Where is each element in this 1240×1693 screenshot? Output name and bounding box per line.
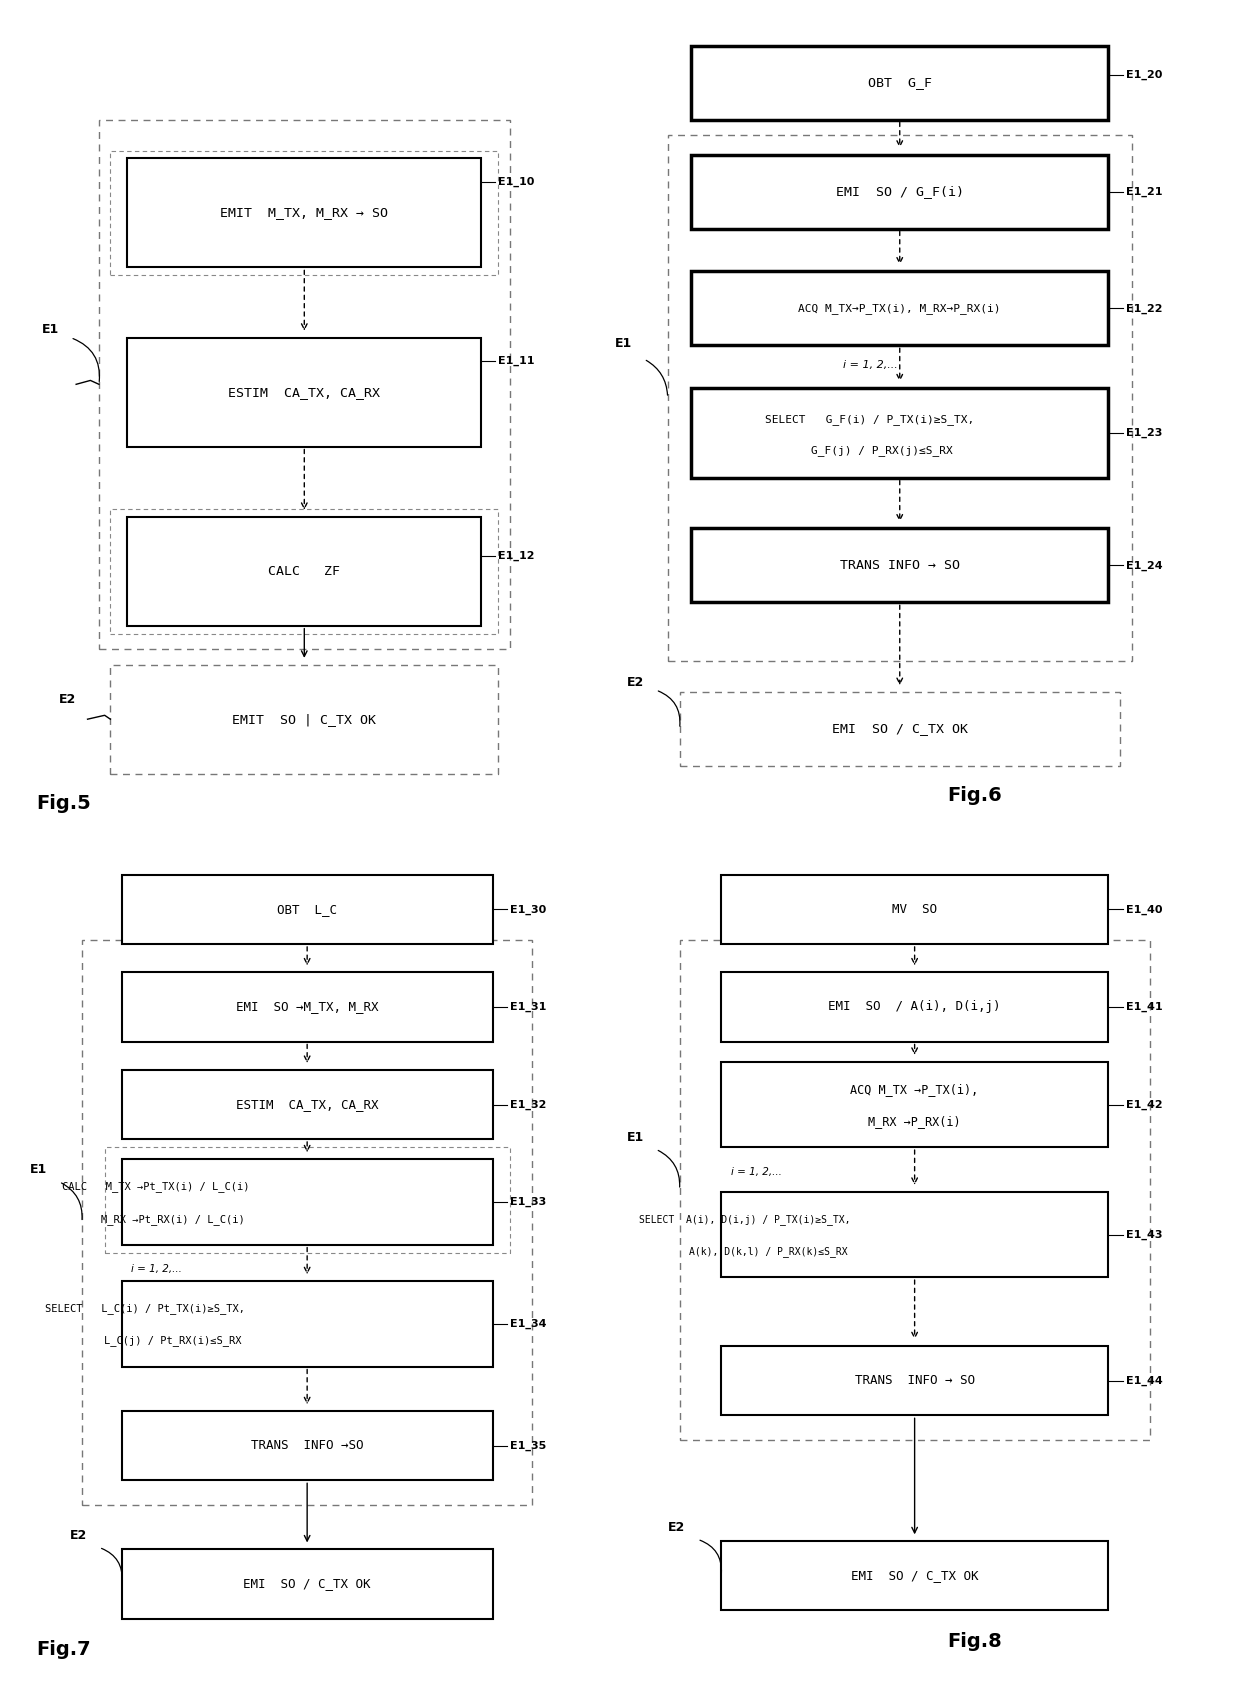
- Text: E1: E1: [626, 1131, 644, 1143]
- Text: E2: E2: [58, 692, 76, 706]
- Text: L_C(j) / Pt_RX(i)≤S_RX: L_C(j) / Pt_RX(i)≤S_RX: [104, 1336, 242, 1346]
- Bar: [110, 510, 498, 633]
- Text: Fig.8: Fig.8: [947, 1632, 1002, 1651]
- Text: E2: E2: [626, 676, 644, 689]
- Text: OBT  G_F: OBT G_F: [868, 76, 931, 90]
- Text: M_RX →Pt_RX(i) / L_C(i): M_RX →Pt_RX(i) / L_C(i): [102, 1214, 246, 1224]
- Text: E1_44: E1_44: [1126, 1376, 1163, 1387]
- Bar: [122, 1160, 492, 1244]
- Text: EMI  SO  / A(i), D(i,j): EMI SO / A(i), D(i,j): [828, 1001, 1001, 1014]
- Bar: [122, 875, 492, 945]
- Text: Fig.5: Fig.5: [36, 794, 91, 813]
- Bar: [722, 1541, 1109, 1610]
- Bar: [667, 135, 1132, 660]
- Text: E1: E1: [42, 323, 60, 337]
- Text: E2: E2: [668, 1520, 686, 1534]
- Text: i = 1, 2,...: i = 1, 2,...: [130, 1265, 181, 1275]
- Bar: [692, 271, 1109, 345]
- Text: EMI  SO / C_TX OK: EMI SO / C_TX OK: [851, 1569, 978, 1583]
- Text: E1_34: E1_34: [510, 1319, 546, 1329]
- Bar: [110, 151, 498, 276]
- Text: E1_31: E1_31: [510, 1002, 546, 1012]
- Text: E1_24: E1_24: [1126, 560, 1163, 571]
- Bar: [110, 665, 498, 774]
- Text: TRANS  INFO →SO: TRANS INFO →SO: [250, 1439, 363, 1453]
- Text: M_RX →P_RX(i): M_RX →P_RX(i): [868, 1116, 961, 1128]
- Text: EMI  SO →M_TX, M_RX: EMI SO →M_TX, M_RX: [236, 1001, 378, 1014]
- Text: SELECT   G_F(i) / P_TX(i)≥S_TX,: SELECT G_F(i) / P_TX(i)≥S_TX,: [765, 415, 975, 425]
- Text: E1_30: E1_30: [510, 904, 546, 914]
- Text: TRANS  INFO → SO: TRANS INFO → SO: [854, 1375, 975, 1387]
- Text: CALC   ZF: CALC ZF: [268, 565, 340, 577]
- Text: SELECT   L_C(i) / Pt_TX(i)≥S_TX,: SELECT L_C(i) / Pt_TX(i)≥S_TX,: [45, 1304, 244, 1314]
- Text: ESTIM  CA_TX, CA_RX: ESTIM CA_TX, CA_RX: [236, 1099, 378, 1111]
- Text: Fig.7: Fig.7: [36, 1641, 91, 1659]
- Bar: [122, 1070, 492, 1139]
- Text: EMI  SO / C_TX OK: EMI SO / C_TX OK: [243, 1578, 371, 1590]
- Bar: [722, 1062, 1109, 1148]
- Text: ACQ M_TX →P_TX(i),: ACQ M_TX →P_TX(i),: [851, 1082, 978, 1095]
- Bar: [128, 159, 481, 267]
- Text: E1_40: E1_40: [1126, 904, 1162, 914]
- Bar: [122, 1282, 492, 1366]
- Text: E1_22: E1_22: [1126, 303, 1162, 313]
- Text: E1_41: E1_41: [1126, 1002, 1163, 1012]
- Bar: [99, 120, 510, 648]
- Text: E1_43: E1_43: [1126, 1229, 1162, 1239]
- Text: E1_11: E1_11: [498, 356, 534, 366]
- Text: EMIT  M_TX, M_RX → SO: EMIT M_TX, M_RX → SO: [221, 207, 388, 220]
- Text: MV  SO: MV SO: [892, 902, 937, 916]
- Bar: [722, 972, 1109, 1041]
- Text: E1_32: E1_32: [510, 1099, 546, 1109]
- Text: E1: E1: [30, 1163, 47, 1177]
- Text: ESTIM  CA_TX, CA_RX: ESTIM CA_TX, CA_RX: [228, 386, 381, 398]
- Bar: [122, 972, 492, 1041]
- Bar: [722, 1346, 1109, 1415]
- Text: OBT  L_C: OBT L_C: [278, 902, 337, 916]
- Text: E1_21: E1_21: [1126, 186, 1162, 196]
- Text: E2: E2: [71, 1529, 88, 1542]
- Bar: [122, 1412, 492, 1480]
- Bar: [692, 528, 1109, 603]
- Bar: [104, 1148, 510, 1253]
- Text: EMIT  SO | C_TX OK: EMIT SO | C_TX OK: [232, 713, 376, 726]
- Text: E1_33: E1_33: [510, 1197, 546, 1207]
- Bar: [722, 875, 1109, 945]
- Text: Fig.6: Fig.6: [947, 786, 1002, 804]
- Text: i = 1, 2,...: i = 1, 2,...: [732, 1166, 782, 1177]
- Text: E1_42: E1_42: [1126, 1099, 1163, 1109]
- Text: E1_23: E1_23: [1126, 428, 1162, 438]
- Text: ACQ M_TX→P_TX(i), M_RX→P_RX(i): ACQ M_TX→P_TX(i), M_RX→P_RX(i): [799, 303, 1001, 313]
- Bar: [680, 940, 1149, 1439]
- Bar: [692, 46, 1109, 120]
- Text: A(k), D(k,l) / P_RX(k)≤S_RX: A(k), D(k,l) / P_RX(k)≤S_RX: [689, 1246, 848, 1258]
- Bar: [680, 692, 1120, 765]
- Bar: [692, 388, 1109, 477]
- Bar: [128, 337, 481, 447]
- Text: E1: E1: [615, 337, 632, 350]
- Text: EMI  SO / G_F(i): EMI SO / G_F(i): [836, 185, 963, 198]
- Text: E1_10: E1_10: [498, 176, 534, 186]
- Text: E1_12: E1_12: [498, 550, 534, 560]
- Text: i = 1, 2,...: i = 1, 2,...: [843, 361, 898, 369]
- Text: EMI  SO / C_TX OK: EMI SO / C_TX OK: [832, 723, 967, 735]
- Bar: [128, 516, 481, 626]
- Bar: [122, 1549, 492, 1619]
- Bar: [722, 1192, 1109, 1277]
- Bar: [82, 940, 532, 1505]
- Text: CALC   M_TX →Pt_TX(i) / L_C(i): CALC M_TX →Pt_TX(i) / L_C(i): [62, 1182, 249, 1192]
- Text: SELECT  A(i), D(i,j) / P_TX(i)≥S_TX,: SELECT A(i), D(i,j) / P_TX(i)≥S_TX,: [640, 1214, 851, 1224]
- Text: E1_35: E1_35: [510, 1441, 546, 1451]
- Text: G_F(j) / P_RX(j)≤S_RX: G_F(j) / P_RX(j)≤S_RX: [811, 445, 952, 457]
- Text: TRANS INFO → SO: TRANS INFO → SO: [839, 559, 960, 572]
- Bar: [692, 154, 1109, 229]
- Text: E1_20: E1_20: [1126, 69, 1162, 80]
